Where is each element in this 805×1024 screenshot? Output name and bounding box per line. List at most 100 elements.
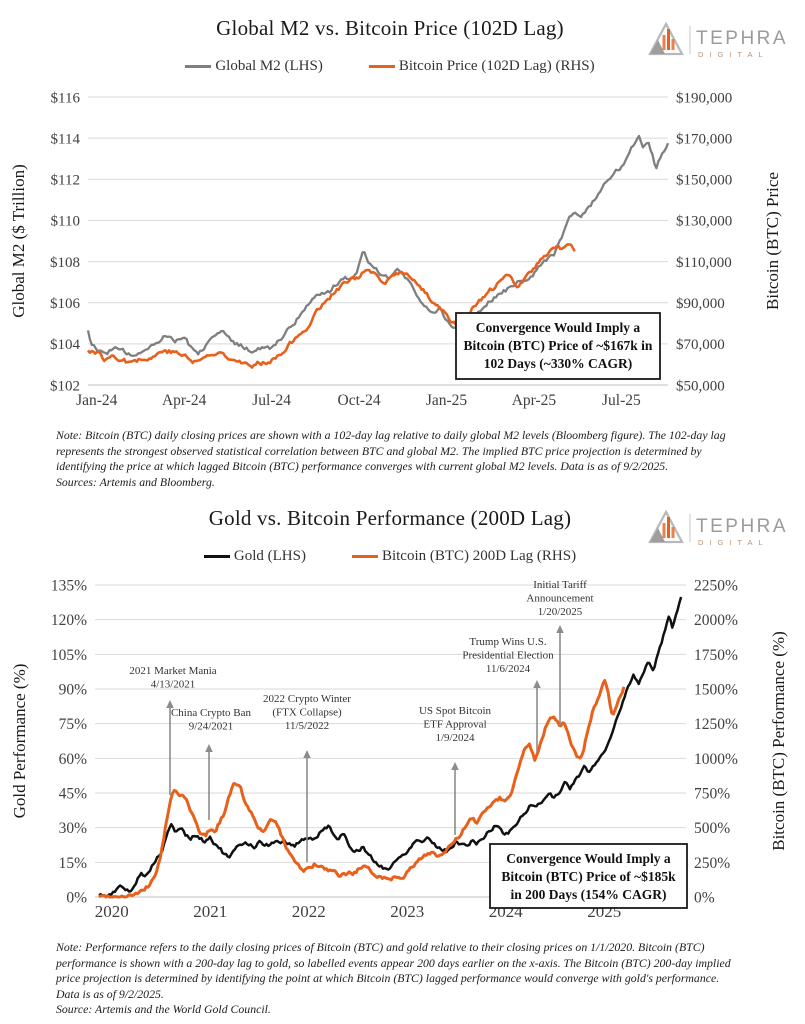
legend-item: Gold (LHS) xyxy=(203,548,306,565)
chart1-legend: Global M2 (LHS) Bitcoin Price (102D Lag) … xyxy=(0,58,780,75)
right-axis-tick-label: 750% xyxy=(694,785,730,802)
left-axis-tick-label: $102 xyxy=(50,378,80,394)
event-annotation-text: ETF Approval xyxy=(423,719,486,731)
note-line: Data is as of 9/2/2025. xyxy=(56,986,164,1001)
note-line: price projection is determined by identi… xyxy=(56,971,720,986)
event-annotation-text: (FTX Collapse) xyxy=(272,707,342,719)
event-annotation: Trump Wins U.S. Presidential Election11/6… xyxy=(462,636,554,752)
x-axis-tick-label: Oct-24 xyxy=(338,392,381,409)
legend-item: Global M2 (LHS) xyxy=(185,58,323,75)
right-axis-tick-label: 1000% xyxy=(694,751,738,768)
event-annotation-text: 2021 Market Mania xyxy=(129,665,216,677)
event-annotation-text: Initial Tariff xyxy=(533,579,587,591)
note-line: Note: Performance refers to the daily cl… xyxy=(56,940,705,954)
right-axis-tick-label: 2000% xyxy=(694,612,738,629)
event-annotation-text: 9/24/2021 xyxy=(189,721,234,733)
note-line: identifying the price at which lagged Bi… xyxy=(56,459,669,474)
right-axis-tick-label: $190,000 xyxy=(676,90,732,106)
legend-line-marker-icon xyxy=(185,64,212,69)
left-axis-tick-label: 105% xyxy=(51,647,87,664)
x-axis-tick-label: Jan-24 xyxy=(76,392,118,409)
chart2-legend: Gold (LHS) Bitcoin (BTC) 200D Lag (RHS) xyxy=(0,548,780,565)
legend-label: Gold (LHS) xyxy=(233,548,306,564)
legend-label: Bitcoin Price (102D Lag) (RHS) xyxy=(398,58,595,74)
callout-box xyxy=(455,312,661,380)
event-annotation: 2022 Crypto Winter (FTX Collapse)11/5/202… xyxy=(263,693,351,862)
logo-mark-icon xyxy=(648,21,684,56)
x-axis-tick-label: 2020 xyxy=(95,902,129,921)
left-axis-tick-label: 135% xyxy=(51,577,87,594)
right-axis-tick-label: 0% xyxy=(694,889,715,906)
x-axis-tick-label: Apr-24 xyxy=(162,392,207,409)
x-axis-tick-label: Apr-25 xyxy=(512,392,557,409)
logo-brand-text: TEPHRA xyxy=(696,516,788,537)
arrow-head-icon xyxy=(303,750,311,758)
event-annotation-text: 11/6/2024 xyxy=(486,663,531,675)
series-line-global-m2 xyxy=(86,134,670,357)
event-annotation-text: 4/13/2021 xyxy=(151,679,196,691)
series-line-bitcoin-price-102d-lag xyxy=(86,243,576,369)
x-axis-tick-label: Jul-25 xyxy=(602,392,641,409)
logo-sub-text: DIGITAL xyxy=(698,538,769,547)
x-axis-tick-label: Jul-24 xyxy=(252,392,291,409)
left-axis-title: Gold Performance (%) xyxy=(10,664,29,819)
chart1-note: Note: Bitcoin (BTC) daily closing prices… xyxy=(56,428,736,490)
chart2-title: Gold vs. Bitcoin Performance (200D Lag) xyxy=(208,506,572,530)
left-axis-tick-label: $114 xyxy=(51,131,81,147)
m2-vs-btc-chart-plot: $102 $50,000 $104 $70,000 $106 $90,000 $108 $11… xyxy=(9,90,782,409)
event-annotation-text: Announcement xyxy=(526,593,593,605)
callout-text: Bitcoin (BTC) Price of ~$185k xyxy=(501,869,676,884)
logo-sub-text: DIGITAL xyxy=(698,50,769,59)
left-axis-tick-label: 60% xyxy=(59,751,88,768)
arrow-head-icon xyxy=(556,625,564,633)
left-axis-tick-label: 15% xyxy=(59,855,88,872)
left-axis-tick-label: 90% xyxy=(59,681,88,698)
x-axis-tick-label: 2021 xyxy=(193,902,227,921)
event-annotation-text: China Crypto Ban xyxy=(171,707,252,719)
convergence-callout: Convergence Would Imply a Bitcoin (BTC) P… xyxy=(455,312,661,380)
event-annotation-text: 1/9/2024 xyxy=(435,732,475,744)
legend-label: Global M2 (LHS) xyxy=(215,58,323,74)
legend-label: Bitcoin (BTC) 200D Lag (RHS) xyxy=(381,548,577,564)
right-axis-title: Bitcoin (BTC) Price xyxy=(763,172,782,310)
legend-line-marker-icon xyxy=(203,554,230,559)
arrow-head-icon xyxy=(533,680,541,688)
callout-text: in 200 Days (154% CAGR) xyxy=(510,887,666,902)
right-axis-tick-label: 1250% xyxy=(694,716,738,733)
left-axis-tick-label: $112 xyxy=(51,173,80,189)
left-axis-tick-label: 75% xyxy=(59,716,88,733)
left-axis-tick-label: 45% xyxy=(59,785,88,802)
note-line: performance is shown with a 200-day lag … xyxy=(56,955,731,970)
right-axis-tick-label: $150,000 xyxy=(676,173,732,189)
left-axis-tick-label: $104 xyxy=(50,337,81,353)
x-axis-tick-label: Jan-25 xyxy=(426,392,468,409)
event-annotation-text: US Spot Bitcoin xyxy=(419,705,492,717)
callout-text: Bitcoin (BTC) Price of ~$167k in xyxy=(464,338,653,353)
left-axis-tick-label: 120% xyxy=(51,612,87,629)
left-axis-tick-label: $110 xyxy=(51,214,80,230)
right-axis-tick-label: 1750% xyxy=(694,647,738,664)
left-axis-tick-label: 0% xyxy=(66,889,87,906)
right-axis-tick-label: $170,000 xyxy=(676,131,732,147)
right-axis-tick-label: $70,000 xyxy=(676,337,725,353)
right-axis-title: Bitcoin (BTC) Performance (%) xyxy=(769,631,788,851)
right-axis-tick-label: $50,000 xyxy=(676,378,725,394)
chart1-title: Global M2 vs. Bitcoin Price (102D Lag) xyxy=(216,16,564,40)
event-annotation-text: 2022 Crypto Winter xyxy=(263,693,351,705)
event-annotation-text: Trump Wins U.S. xyxy=(469,636,546,648)
right-axis-tick-label: $110,000 xyxy=(676,255,732,271)
series-line-gold xyxy=(98,596,683,898)
tephra-digital-logo: TEPHRA DIGITAL xyxy=(648,21,786,59)
note-line: Source: Artemis and the World Gold Counc… xyxy=(56,1002,271,1017)
left-axis-title: Global M2 ($ Trillion) xyxy=(9,164,28,318)
left-axis-tick-label: 30% xyxy=(59,820,88,837)
right-axis-tick-label: 1500% xyxy=(694,681,738,698)
left-axis-tick-label: $108 xyxy=(50,255,80,271)
arrow-head-icon xyxy=(166,700,174,708)
event-annotation: 2021 Market Mania 4/13/2021 xyxy=(129,665,217,795)
right-axis-tick-label: 2250% xyxy=(694,577,738,594)
legend-line-marker-icon xyxy=(368,64,395,69)
